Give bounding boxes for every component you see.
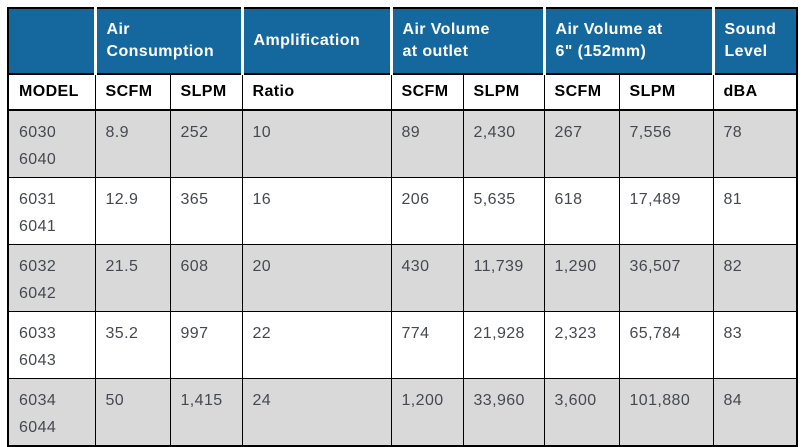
data-cell: 22 (241, 311, 392, 379)
model-cell: 6032 6042 (7, 244, 96, 312)
sub-header-slpm-consumption: SLPM (169, 73, 243, 111)
group-header-empty (8, 8, 97, 75)
sub-header-scfm-consumption: SCFM (94, 73, 171, 111)
table-row: 6032 6042 21.5 608 20 430 11,739 1,290 3… (7, 244, 798, 312)
spec-table: Air Consumption Amplification Air Volume… (7, 7, 798, 447)
group-header-line: Consumption (106, 43, 214, 60)
group-header-line: Level (724, 43, 768, 60)
data-cell: 3,600 (543, 378, 620, 447)
table-row: 6033 6043 35.2 997 22 774 21,928 2,323 6… (7, 311, 798, 379)
data-cell: 2,323 (543, 311, 620, 379)
table-row: 6034 6044 50 1,415 24 1,200 33,960 3,600… (7, 378, 798, 447)
data-cell: 12.9 (94, 177, 171, 245)
data-cell: 21.5 (94, 244, 171, 312)
data-cell: 5,635 (462, 177, 545, 245)
data-cell: 101,880 (618, 378, 714, 447)
data-cell: 1,290 (543, 244, 620, 312)
model-number: 6042 (19, 285, 57, 302)
data-cell: 608 (169, 244, 243, 312)
sub-header-slpm-6in: SLPM (618, 73, 714, 111)
group-header-line: Sound (724, 21, 777, 38)
data-cell: 33,960 (462, 378, 545, 447)
data-cell: 1,200 (390, 378, 464, 447)
data-cell: 997 (169, 311, 243, 379)
model-cell: 6030 6040 (7, 109, 96, 178)
data-cell: 16 (241, 177, 392, 245)
sub-header-scfm-6in: SCFM (543, 73, 620, 111)
group-header-air-volume-6in: Air Volume at 6" (152mm) (542, 8, 715, 75)
data-cell: 50 (94, 378, 171, 447)
group-header-line: Air Volume (402, 21, 490, 38)
group-header-sound-level: Sound Level (711, 8, 797, 75)
sub-header-model: MODEL (7, 73, 96, 111)
data-cell: 78 (712, 109, 798, 178)
group-header-air-consumption: Air Consumption (93, 8, 244, 75)
model-number: 6041 (19, 218, 57, 235)
model-number: 6040 (19, 151, 57, 168)
group-header-amplification: Amplification (240, 8, 393, 75)
data-cell: 365 (169, 177, 243, 245)
data-cell: 11,739 (462, 244, 545, 312)
group-header-line: Air (106, 21, 130, 38)
model-number: 6033 (19, 325, 57, 342)
data-cell: 1,415 (169, 378, 243, 447)
data-cell: 17,489 (618, 177, 714, 245)
group-header-line: 6" (152mm) (555, 43, 647, 60)
model-number: 6043 (19, 352, 57, 369)
data-cell: 430 (390, 244, 464, 312)
sub-header-scfm-outlet: SCFM (390, 73, 464, 111)
data-cell: 267 (543, 109, 620, 178)
sub-header-row: MODEL SCFM SLPM Ratio SCFM SLPM SCFM SLP… (7, 73, 798, 111)
group-header-air-volume-outlet: Air Volume at outlet (389, 8, 546, 75)
model-cell: 6031 6041 (7, 177, 96, 245)
data-cell: 21,928 (462, 311, 545, 379)
group-header-row: Air Consumption Amplification Air Volume… (8, 8, 797, 75)
data-cell: 618 (543, 177, 620, 245)
model-number: 6032 (19, 258, 57, 275)
data-cell: 89 (390, 109, 464, 178)
model-number: 6034 (19, 392, 57, 409)
sub-header-ratio: Ratio (241, 73, 392, 111)
data-cell: 36,507 (618, 244, 714, 312)
sub-header-slpm-outlet: SLPM (462, 73, 545, 111)
data-cell: 20 (241, 244, 392, 312)
page: Air Consumption Amplification Air Volume… (7, 7, 798, 447)
group-header-line: Amplification (253, 32, 361, 49)
data-cell: 2,430 (462, 109, 545, 178)
data-cell: 35.2 (94, 311, 171, 379)
data-cell: 8.9 (94, 109, 171, 178)
data-cell: 24 (241, 378, 392, 447)
table-row: 6030 6040 8.9 252 10 89 2,430 267 7,556 … (7, 109, 798, 178)
model-number: 6031 (19, 191, 57, 208)
group-header-line: at outlet (402, 43, 469, 60)
data-cell: 252 (169, 109, 243, 178)
data-cell: 81 (712, 177, 798, 245)
table-row: 6031 6041 12.9 365 16 206 5,635 618 17,4… (7, 177, 798, 245)
sub-header-dba: dBA (712, 73, 798, 111)
model-cell: 6033 6043 (7, 311, 96, 379)
model-number: 6044 (19, 419, 57, 436)
data-cell: 65,784 (618, 311, 714, 379)
data-cell: 84 (712, 378, 798, 447)
data-cell: 206 (390, 177, 464, 245)
group-header-line: Air Volume at (555, 21, 663, 38)
data-cell: 10 (241, 109, 392, 178)
data-cell: 82 (712, 244, 798, 312)
data-cell: 83 (712, 311, 798, 379)
data-cell: 7,556 (618, 109, 714, 178)
model-cell: 6034 6044 (7, 378, 96, 447)
model-number: 6030 (19, 124, 57, 141)
data-cell: 774 (390, 311, 464, 379)
